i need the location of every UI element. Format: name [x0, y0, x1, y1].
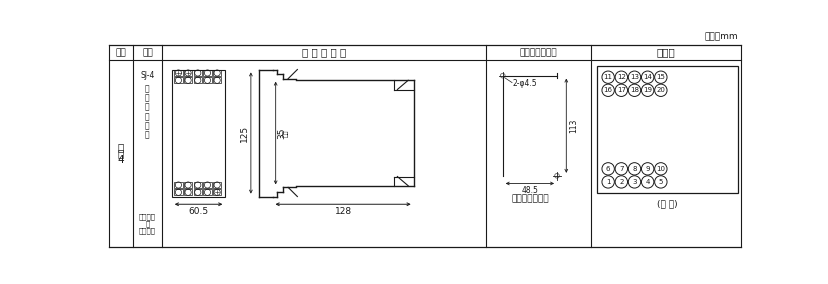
Bar: [213, 77, 221, 83]
Text: 3: 3: [632, 179, 636, 185]
Text: 4: 4: [118, 154, 124, 165]
Text: 安装开孔尺寸图: 安装开孔尺寸图: [519, 48, 556, 57]
Bar: [213, 182, 221, 188]
Text: 接: 接: [145, 121, 150, 130]
Text: 卡轨安装: 卡轨安装: [139, 213, 156, 220]
Text: 48.5: 48.5: [521, 186, 537, 195]
Text: 11: 11: [603, 74, 612, 80]
Text: 线: 线: [145, 130, 150, 139]
Text: 6: 6: [605, 166, 609, 172]
Bar: [597, 66, 737, 193]
Text: 外 形 尺 寸 图: 外 形 尺 寸 图: [301, 47, 345, 58]
Text: 125: 125: [239, 124, 248, 142]
Bar: [174, 70, 182, 76]
Bar: [203, 70, 211, 76]
Text: 13: 13: [629, 74, 638, 80]
Text: 19: 19: [643, 87, 652, 93]
Text: 35: 35: [277, 127, 286, 139]
Bar: [184, 182, 192, 188]
Bar: [203, 182, 211, 188]
Text: (正 视): (正 视): [657, 199, 677, 208]
Text: 15: 15: [656, 74, 665, 80]
Bar: [174, 77, 182, 83]
Text: 2-φ4.5: 2-φ4.5: [512, 79, 536, 88]
Text: 式: 式: [145, 103, 150, 112]
Text: 20: 20: [656, 87, 665, 93]
Bar: [213, 70, 221, 76]
Text: 1: 1: [605, 179, 609, 185]
Bar: [174, 182, 182, 188]
Text: 113: 113: [569, 118, 578, 133]
Bar: [193, 70, 202, 76]
Text: 8: 8: [632, 166, 636, 172]
Text: SJ-4: SJ-4: [140, 71, 154, 80]
Text: 单位：mm: 单位：mm: [704, 33, 738, 42]
Text: 128: 128: [335, 207, 351, 216]
Text: 螺钉安装开孔图: 螺钉安装开孔图: [510, 194, 548, 203]
Text: 5: 5: [658, 179, 662, 185]
Bar: [193, 189, 202, 195]
Text: 18: 18: [629, 87, 638, 93]
Text: 图: 图: [118, 149, 124, 158]
Bar: [171, 70, 225, 197]
Text: 7: 7: [619, 166, 623, 172]
Bar: [174, 189, 182, 195]
Bar: [184, 77, 192, 83]
Text: 卡槽: 卡槽: [283, 129, 289, 137]
Text: 或: 或: [145, 220, 149, 227]
Text: 60.5: 60.5: [188, 207, 209, 216]
Bar: [203, 189, 211, 195]
Text: 附: 附: [118, 142, 124, 152]
Text: 出: 出: [145, 93, 150, 103]
Text: 10: 10: [656, 166, 665, 172]
Text: 端子图: 端子图: [656, 47, 675, 58]
Bar: [193, 182, 202, 188]
Text: 结构: 结构: [142, 48, 152, 57]
Text: 14: 14: [643, 74, 652, 80]
Text: 前: 前: [145, 112, 150, 121]
Bar: [203, 77, 211, 83]
Text: 16: 16: [603, 87, 612, 93]
Text: 图号: 图号: [116, 48, 127, 57]
Bar: [213, 189, 221, 195]
Text: 12: 12: [616, 74, 625, 80]
Text: 17: 17: [616, 87, 625, 93]
Bar: [193, 77, 202, 83]
Text: 凸: 凸: [145, 84, 150, 93]
Text: 4: 4: [645, 179, 649, 185]
Text: 螺钉安装: 螺钉安装: [139, 227, 156, 234]
Text: 2: 2: [619, 179, 623, 185]
Bar: [184, 189, 192, 195]
Text: 9: 9: [645, 166, 649, 172]
Bar: [184, 70, 192, 76]
